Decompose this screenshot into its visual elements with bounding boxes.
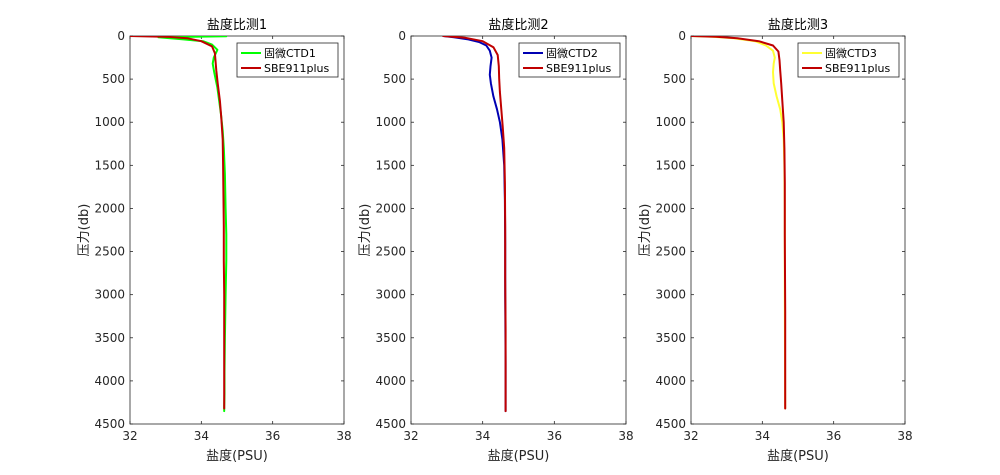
x-tick-label: 32 — [122, 429, 137, 443]
x-axis-label: 盐度(PSU) — [767, 448, 829, 464]
y-tick-label: 2000 — [94, 201, 125, 215]
series-group — [442, 36, 507, 413]
legend-box — [518, 42, 621, 78]
y-tick-label: 1500 — [94, 158, 125, 172]
y-tick-label: 4500 — [94, 417, 125, 431]
y-tick-label: 0 — [678, 29, 686, 43]
y-tick-label: 500 — [663, 72, 686, 86]
y-tick-label: 3000 — [655, 288, 686, 302]
axes-box — [129, 35, 345, 425]
legend-label: 固微CTD1 — [264, 46, 316, 60]
legend: 固微CTD1 SBE911plus — [236, 42, 339, 78]
axes-box — [410, 35, 627, 425]
legend-box — [236, 42, 339, 78]
subplot-1: 32 34 36 38 0 500 1000 1500 2000 2500 3000 3500 4000… — [77, 17, 352, 464]
y-tick-label: 500 — [383, 72, 406, 86]
legend-label: SBE911plus — [264, 62, 329, 75]
y-tick-label: 1000 — [375, 115, 406, 129]
y-tick-label: 2500 — [375, 245, 406, 259]
y-tick-label: 1500 — [655, 158, 686, 172]
y-tick-label: 1500 — [375, 158, 406, 172]
x-tick-label: 36 — [265, 429, 280, 443]
legend-box — [797, 42, 900, 78]
x-tick-label: 36 — [547, 429, 562, 443]
legend-label: 固微CTD2 — [546, 46, 598, 60]
x-tick-label: 38 — [336, 429, 351, 443]
y-tick-label: 2000 — [655, 201, 686, 215]
legend-label: 固微CTD3 — [825, 46, 877, 60]
y-tick-label: 4000 — [375, 374, 406, 388]
series-group — [691, 36, 787, 410]
subplot-title: 盐度比测3 — [768, 17, 828, 33]
x-tick-label: 34 — [194, 429, 209, 443]
subplot-3: 32 34 36 38 0 500 1000 1500 2000 2500 3000 3500 4000… — [638, 17, 913, 464]
y-tick-label: 2000 — [375, 201, 406, 215]
y-tick-label: 4000 — [655, 374, 686, 388]
legend: 固微CTD2 SBE911plus — [518, 42, 621, 78]
y-axis-label: 压力(db) — [638, 204, 653, 257]
series-line-1 — [130, 36, 228, 413]
legend-label: SBE911plus — [546, 62, 611, 75]
series-line-2 — [130, 36, 226, 410]
y-tick-label: 0 — [117, 29, 125, 43]
y-tick-label: 1000 — [94, 115, 125, 129]
y-tick-label: 500 — [102, 72, 125, 86]
y-tick-label: 3500 — [375, 331, 406, 345]
x-tick-label: 38 — [618, 429, 633, 443]
y-tick-label: 3000 — [94, 288, 125, 302]
series-line-1 — [442, 36, 507, 413]
series-line-2 — [442, 36, 507, 413]
y-tick-label: 1000 — [655, 115, 686, 129]
x-tick-label: 32 — [403, 429, 418, 443]
y-axis-label: 压力(db) — [77, 204, 92, 257]
y-tick-label: 3500 — [655, 331, 686, 345]
y-tick-label: 4000 — [94, 374, 125, 388]
legend-label: SBE911plus — [825, 62, 890, 75]
legend: 固微CTD3 SBE911plus — [797, 42, 900, 78]
x-tick-label: 34 — [475, 429, 490, 443]
y-tick-label: 4500 — [655, 417, 686, 431]
y-tick-label: 2500 — [655, 245, 686, 259]
series-group — [130, 36, 228, 413]
y-tick-label: 4500 — [375, 417, 406, 431]
x-tick-label: 34 — [755, 429, 770, 443]
subplot-title: 盐度比测2 — [488, 17, 548, 33]
x-tick-label: 36 — [826, 429, 841, 443]
subplot-2: 32 34 36 38 0 500 1000 1500 2000 2500 3000 3500 4000… — [358, 17, 634, 464]
x-axis-label: 盐度(PSU) — [206, 448, 268, 464]
y-tick-label: 2500 — [94, 245, 125, 259]
y-tick-label: 3500 — [94, 331, 125, 345]
series-line-2 — [691, 36, 787, 410]
x-tick-label: 32 — [683, 429, 698, 443]
x-axis-label: 盐度(PSU) — [488, 448, 550, 464]
y-axis-label: 压力(db) — [358, 204, 373, 257]
series-line-1 — [691, 36, 787, 410]
y-tick-label: 3000 — [375, 288, 406, 302]
y-tick-label: 0 — [398, 29, 406, 43]
subplot-title: 盐度比测1 — [207, 17, 267, 33]
x-tick-label: 38 — [897, 429, 912, 443]
axes-box — [690, 35, 906, 425]
